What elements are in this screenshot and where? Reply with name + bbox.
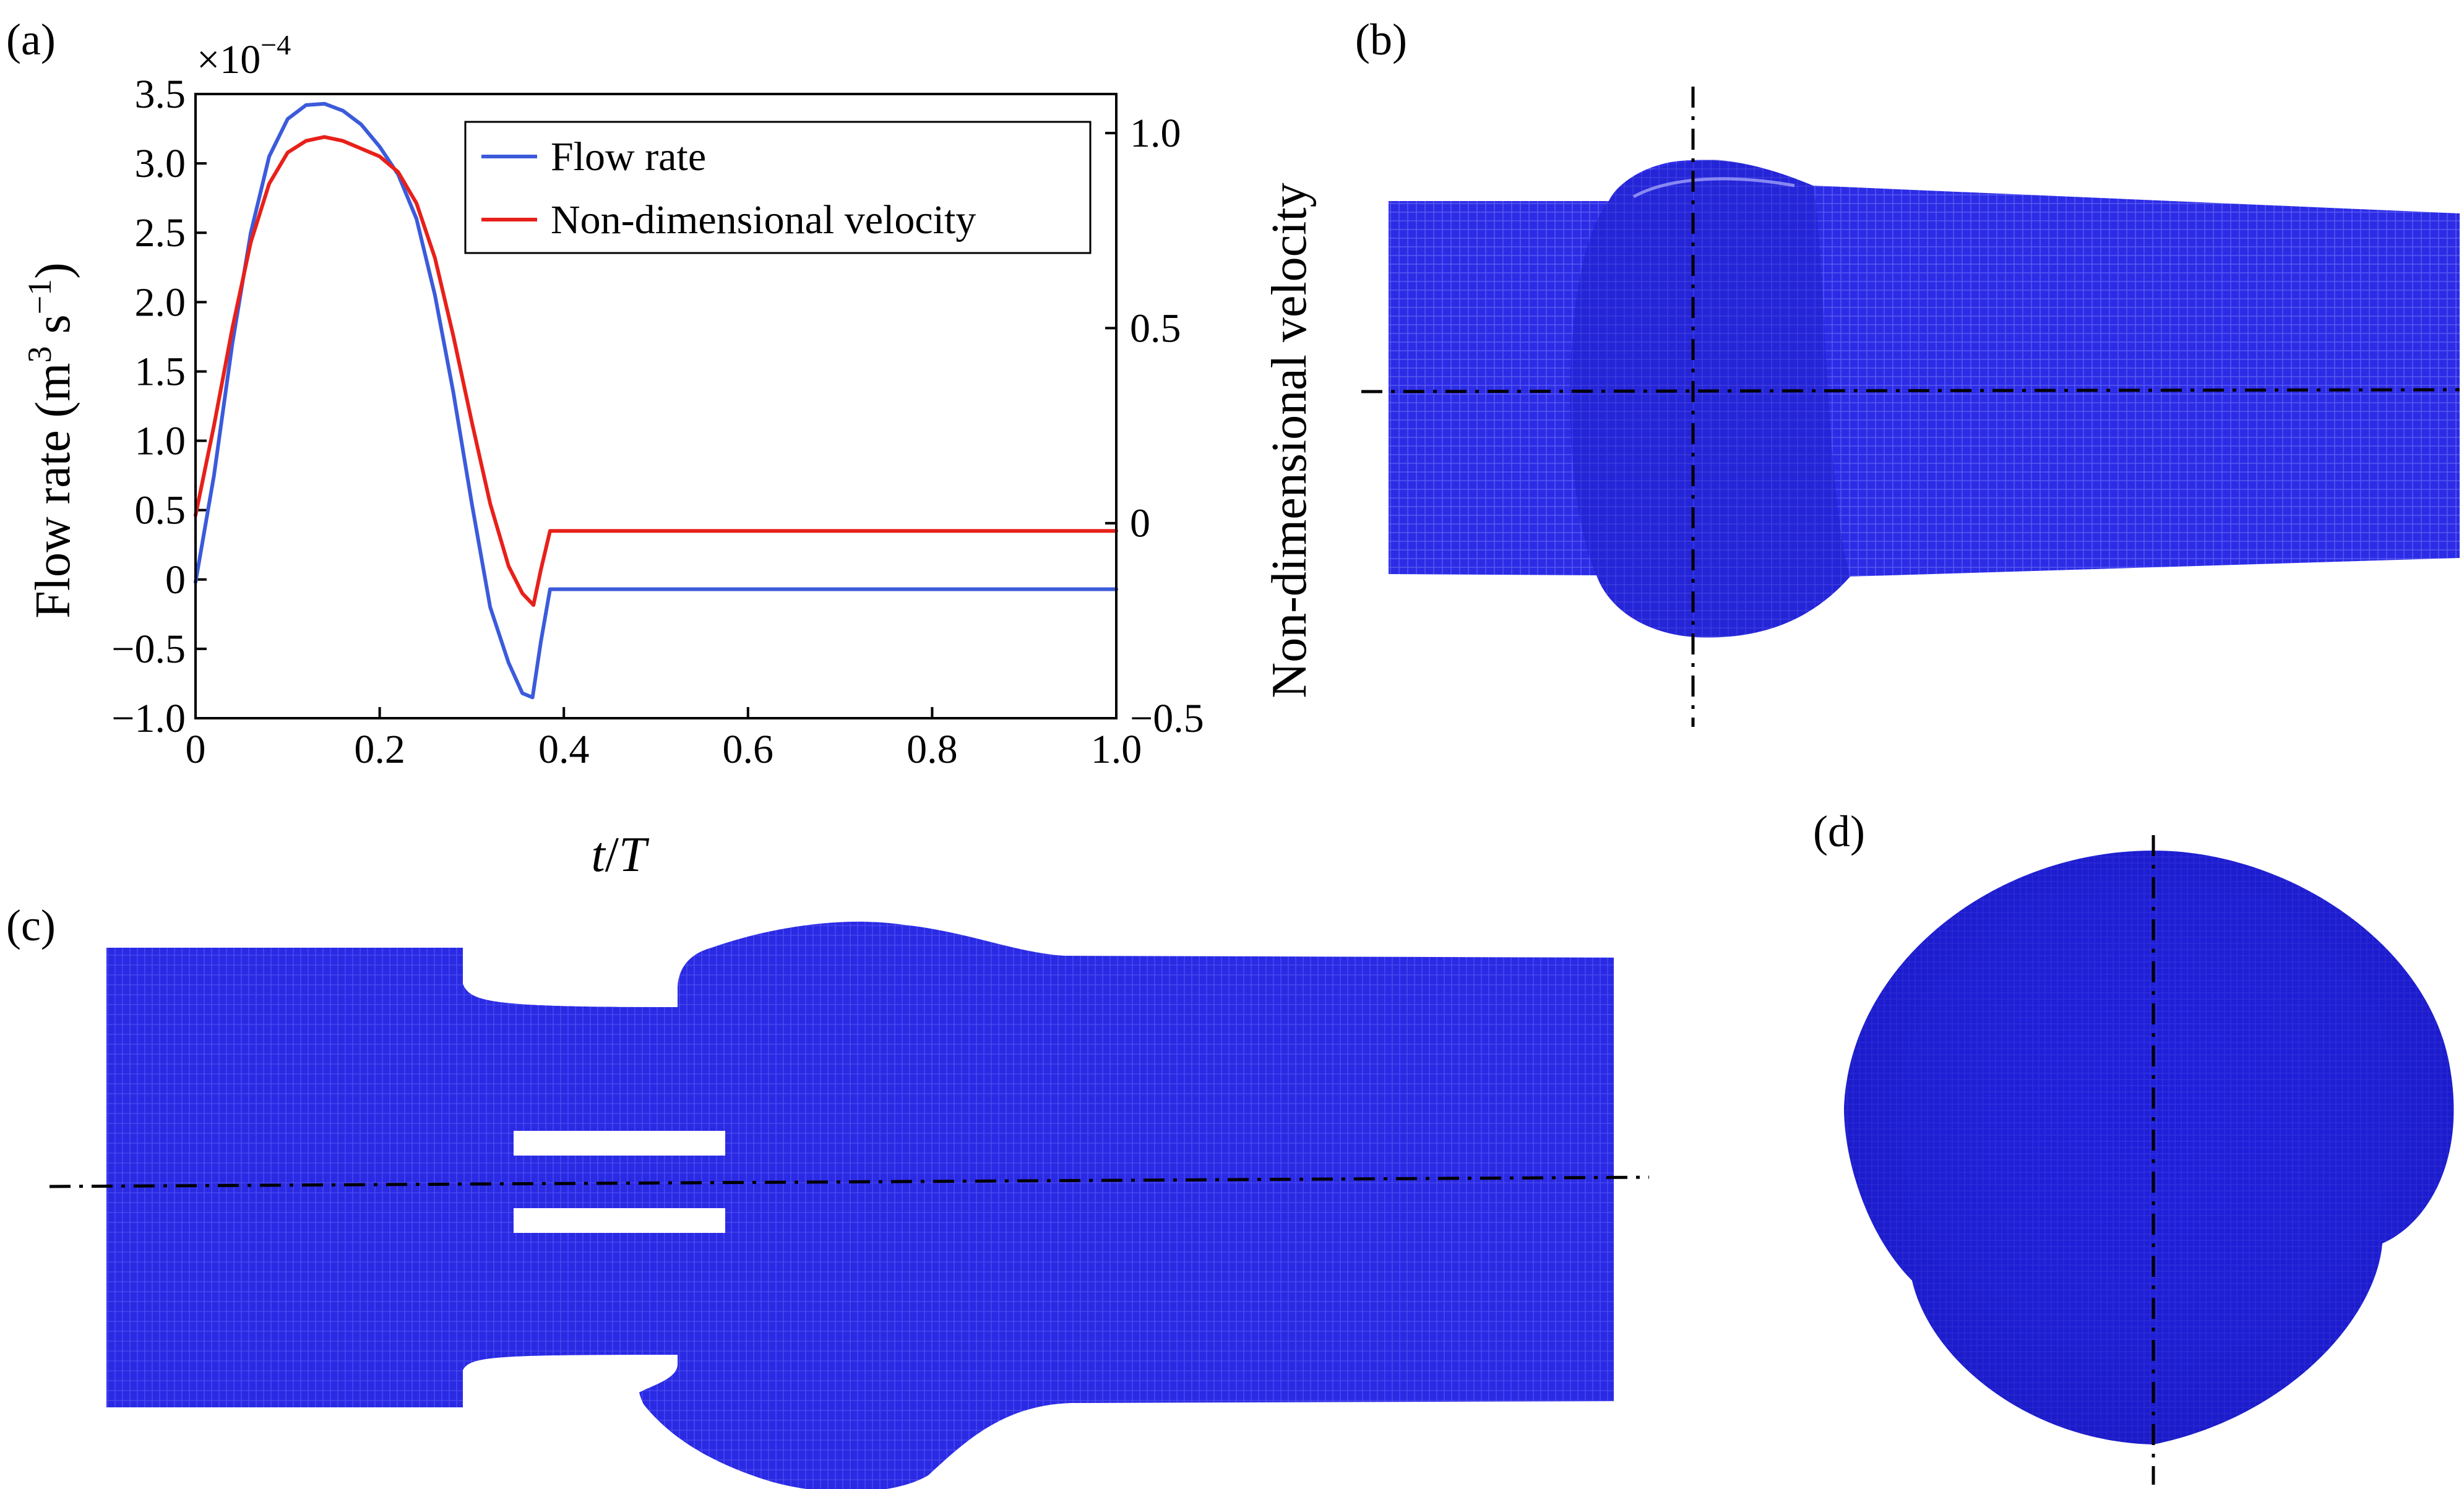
x-tick-label: 0.4 [538, 727, 590, 772]
cross-section-shading-d [1844, 851, 2454, 1444]
leaflet-gap-lower [514, 1208, 725, 1233]
x-tick-label: 0.6 [723, 727, 774, 772]
y-multiplier: ×10−4 [197, 29, 291, 82]
flow-rate-line [194, 101, 1118, 700]
chart-lines [194, 101, 1118, 700]
y-left-tick-label: 0 [165, 557, 186, 603]
legend-velocity-label: Non-dimensional velocity [551, 197, 976, 242]
panel-d: (d) [1813, 807, 2454, 1485]
y-right-tick-label: 0 [1130, 501, 1150, 546]
y-left-tick-label: −0.5 [111, 627, 186, 672]
y-axis-right-label: Non-dimensional velocity [1262, 182, 1317, 698]
horizontal-centerline-b [1361, 388, 2460, 393]
leaflet-gap-upper [514, 1131, 725, 1156]
y-left-tick-label: 1.5 [135, 349, 186, 394]
x-tick-label: 0.8 [907, 727, 958, 772]
valve-notch-upper [463, 948, 678, 1007]
x-tick-label: 1.0 [1091, 727, 1142, 772]
legend-flow-rate-label: Flow rate [551, 134, 706, 179]
velocity-line [194, 135, 1118, 607]
y-left-tick-label: 2.5 [135, 210, 186, 255]
aneurysm-shading-b [1570, 160, 1850, 638]
y-right-tick-label: −0.5 [1130, 696, 1204, 741]
y-axis-left-label: Flow rate (m3 s−1) [21, 262, 80, 619]
y-left-tick-label: 3.0 [135, 141, 186, 186]
y-left-tick-label: 1.0 [135, 419, 186, 464]
vessel-mesh-b [1389, 160, 2460, 638]
aneurysm-highlight-b [1632, 177, 1795, 199]
y-right-tick-label: 0.5 [1130, 306, 1181, 351]
y-right-tick-label: 1.0 [1130, 111, 1181, 156]
panel-a-label: (a) [6, 15, 56, 64]
y-left-tick-label: 0.5 [135, 488, 186, 533]
x-axis-label: t/T [592, 828, 650, 882]
panel-d-label: (d) [1813, 807, 1865, 856]
chart-ticks: 0 0.2 0.4 0.6 0.8 1.0 3.5 3.0 2.5 2.0 1.5 1.0 0.5 0 −0… [111, 72, 1204, 772]
panel-b-label: (b) [1355, 15, 1407, 64]
x-tick-label: 0 [186, 727, 206, 772]
panel-c: (c) [6, 901, 1650, 1489]
legend-box [464, 121, 1092, 254]
plot-frame [194, 93, 1118, 719]
x-tick-label: 0.2 [354, 727, 405, 772]
panel-b: (b) [1355, 15, 2460, 727]
y-left-tick-label: 3.5 [135, 72, 186, 117]
legend: Flow rate Non-dimensional velocity [464, 121, 1092, 254]
y-left-tick-label: 2.0 [135, 280, 186, 325]
horizontal-centerline-c [49, 1175, 1650, 1188]
vessel-mesh-c [106, 921, 1614, 1489]
panel-c-label: (c) [6, 901, 56, 950]
valve-notch-lower [463, 1355, 678, 1407]
panel-a: (a) ×10−4 Flow rate (m3 s−1) Non-dimensi… [6, 15, 1317, 882]
y-left-tick-label: −1.0 [111, 696, 186, 741]
